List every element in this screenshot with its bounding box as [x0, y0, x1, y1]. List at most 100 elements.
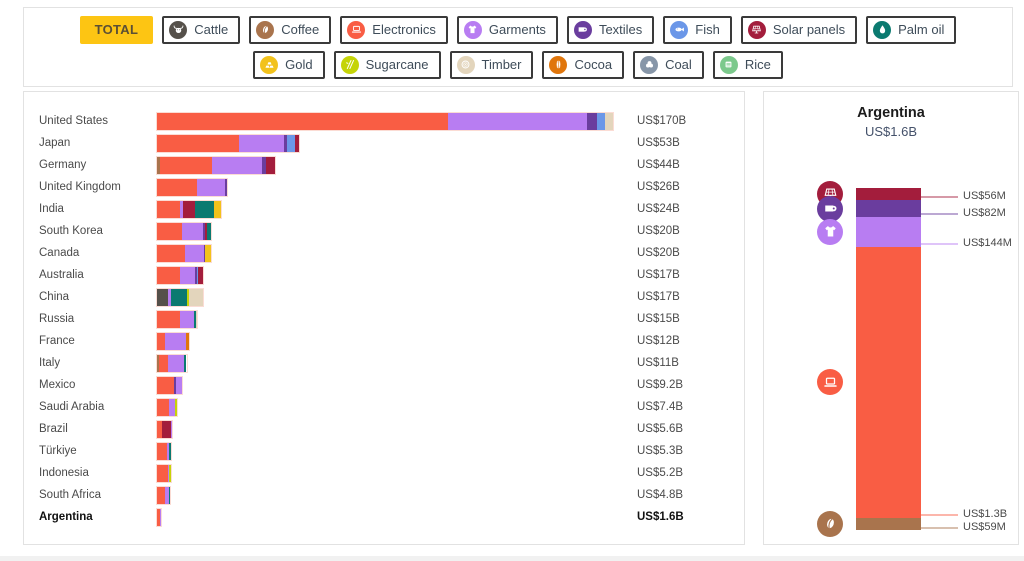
bar-segment-electronics[interactable] [157, 464, 169, 482]
bar-segment-palm-oil[interactable] [194, 200, 214, 218]
bar-segment-solar-panels[interactable] [204, 222, 208, 240]
bar-segment-garments[interactable] [168, 398, 175, 416]
bar-segment-garments[interactable] [168, 354, 184, 372]
filter-fish-button[interactable]: Fish [663, 15, 732, 44]
filter-timber-button[interactable]: Timber [449, 50, 534, 79]
bar-segment-fish[interactable] [287, 134, 295, 152]
bar-segment-timber[interactable] [189, 288, 203, 306]
bar-segment-palm-oil[interactable] [169, 442, 172, 460]
country-bar[interactable] [155, 507, 163, 527]
bar-segment-textiles[interactable] [587, 112, 598, 130]
filter-palm-oil-button[interactable]: Palm oil [866, 15, 957, 44]
detail-segment-garments[interactable] [856, 216, 921, 247]
detail-segment-electronics[interactable] [856, 246, 921, 518]
country-bar[interactable] [156, 177, 228, 197]
bar-segment-electronics[interactable] [157, 134, 239, 152]
filter-gold-button[interactable]: Gold [253, 50, 325, 79]
bar-segment-garments[interactable] [180, 266, 196, 284]
bar-segment-garments[interactable] [179, 310, 194, 328]
bar-segment-electronics[interactable] [157, 442, 168, 460]
bar-segment-electronics[interactable] [159, 354, 169, 372]
bar-segment-cattle[interactable] [157, 288, 168, 306]
country-bar[interactable] [156, 243, 212, 263]
bar-segment-fish[interactable] [197, 266, 199, 284]
country-bar[interactable] [156, 463, 172, 483]
filter-electronics-button[interactable]: Electronics [340, 15, 448, 44]
bar-segment-electronics[interactable] [157, 508, 161, 526]
filter-textiles-button[interactable]: Textiles [566, 15, 655, 44]
filter-total-button[interactable]: TOTAL [79, 15, 154, 44]
bar-segment-solar-panels[interactable] [183, 200, 195, 218]
bar-segment-textiles[interactable] [195, 266, 198, 284]
filter-solar-panels-button[interactable]: Solar panels [740, 15, 858, 44]
bar-segment-electronics[interactable] [157, 266, 181, 284]
bar-segment-garments[interactable] [447, 112, 587, 130]
country-bar[interactable] [156, 353, 188, 373]
bar-segment-cocoa[interactable] [186, 332, 190, 350]
bar-segment-garments[interactable] [211, 156, 263, 174]
bar-segment-electronics[interactable] [159, 156, 212, 174]
bar-segment-electronics[interactable] [157, 112, 448, 130]
bar-segment-garments[interactable] [167, 288, 171, 306]
bar-segment-garments[interactable] [181, 222, 204, 240]
bar-segment-fish[interactable] [597, 112, 605, 130]
country-bar[interactable] [156, 287, 204, 307]
bar-segment-timber[interactable] [195, 310, 198, 328]
bar-segment-timber[interactable] [604, 112, 613, 130]
bar-segment-textiles[interactable] [203, 244, 206, 262]
country-bar[interactable] [155, 331, 191, 351]
filter-garments-button[interactable]: Garments [456, 15, 558, 44]
country-bar[interactable] [155, 155, 277, 175]
bar-segment-solar-panels[interactable] [294, 134, 300, 152]
bar-segment-garments[interactable] [164, 486, 169, 504]
filter-sugarcane-button[interactable]: Sugarcane [333, 50, 441, 79]
filter-coal-button[interactable]: Coal [633, 50, 704, 79]
country-bar[interactable] [155, 199, 223, 219]
country-bar[interactable] [156, 111, 614, 131]
bar-segment-sugarcane[interactable] [174, 398, 177, 416]
bar-segment-solar-panels[interactable] [161, 420, 172, 438]
bar-segment-textiles[interactable] [262, 156, 267, 174]
bar-segment-textiles[interactable] [283, 134, 288, 152]
bar-segment-electronics[interactable] [157, 222, 182, 240]
bar-segment-garments[interactable] [179, 200, 184, 218]
bar-segment-gold[interactable] [213, 200, 222, 218]
bar-segment-palm-oil[interactable] [193, 310, 196, 328]
country-bar[interactable] [155, 419, 174, 439]
filter-cattle-button[interactable]: Cattle [162, 15, 241, 44]
bar-segment-garments[interactable] [196, 178, 225, 196]
bar-segment-palm-oil[interactable] [168, 486, 170, 504]
bar-segment-electronics[interactable] [157, 486, 165, 504]
bar-segment-sugarcane[interactable] [186, 288, 190, 306]
country-bar[interactable] [156, 485, 171, 505]
filter-rice-button[interactable]: Rice [712, 50, 783, 79]
bar-segment-textiles[interactable] [173, 376, 176, 394]
detail-segment-solar-panels[interactable] [856, 188, 921, 200]
bar-segment-garments[interactable] [175, 376, 182, 394]
bar-segment-textiles[interactable] [224, 178, 227, 196]
bar-segment-coffee[interactable] [157, 354, 160, 372]
filter-cocoa-button[interactable]: Cocoa [542, 50, 625, 79]
bar-segment-gold[interactable] [205, 244, 211, 262]
bar-segment-garments[interactable] [171, 420, 172, 438]
bar-segment-garments[interactable] [165, 332, 187, 350]
detail-segment-textiles[interactable] [856, 199, 921, 217]
bar-segment-sugarcane[interactable] [169, 464, 171, 482]
country-bar[interactable] [156, 397, 178, 417]
bar-segment-textiles[interactable] [203, 222, 205, 240]
country-bar[interactable] [156, 221, 212, 241]
bar-segment-garments[interactable] [167, 442, 170, 460]
country-bar[interactable] [156, 265, 204, 285]
bar-segment-electronics[interactable] [157, 200, 180, 218]
bar-segment-garments[interactable] [168, 464, 170, 482]
bar-segment-electronics[interactable] [157, 310, 180, 328]
bar-segment-palm-oil[interactable] [170, 288, 187, 306]
bar-segment-garments[interactable] [238, 134, 284, 152]
bar-segment-solar-panels[interactable] [198, 266, 203, 284]
bar-segment-coffee[interactable] [157, 156, 160, 174]
bar-segment-electronics[interactable] [157, 398, 169, 416]
filter-coffee-button[interactable]: Coffee [249, 15, 332, 44]
detail-segment-coffee[interactable] [856, 517, 921, 530]
bar-segment-palm-oil[interactable] [207, 222, 211, 240]
bar-segment-solar-panels[interactable] [266, 156, 275, 174]
